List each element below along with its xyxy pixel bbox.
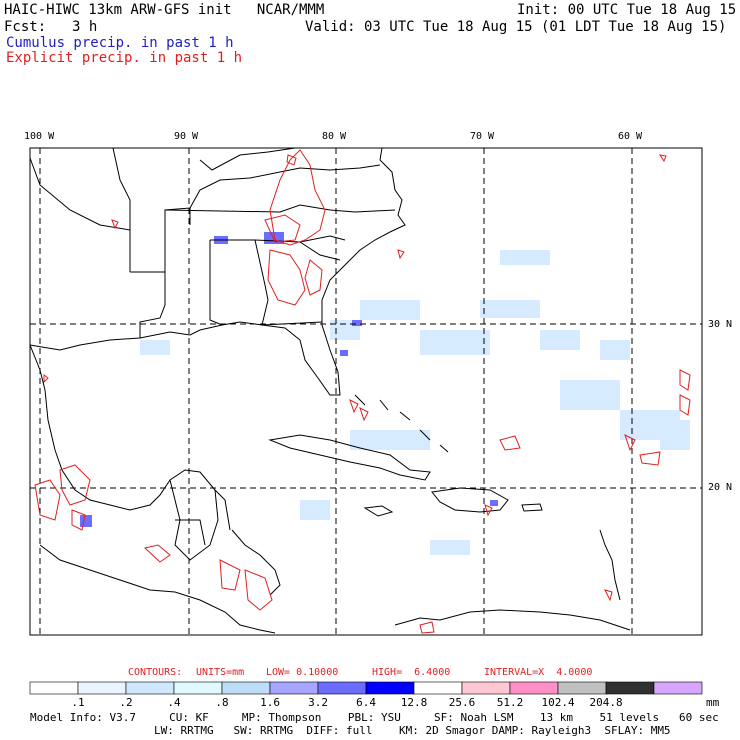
colorbar-label: 204.8 [589,696,623,709]
colorbar-label: .4 [167,696,181,709]
colorbar-swatch [77,681,127,695]
map-title: HAIC-HIWC 13km ARW-GFS init NCAR/MMM [4,2,325,18]
lon-label-60w: 60 W [618,131,643,142]
coastlines [29,147,631,634]
explicit-precip-contours [34,149,691,634]
colorbar-swatch [365,681,415,695]
colorbar-swatch [557,681,607,695]
contours-units: UNITS=mm [196,667,245,678]
colorbar-swatch [509,681,559,695]
colorbar-swatch [221,681,271,695]
model-info-line1: Model Info: V3.7 CU: KF MP: Thompson PBL… [30,711,719,724]
lon-label-90w: 90 W [174,131,199,142]
contours-high: HIGH= 6.4000 [372,667,451,678]
colorbar-swatch [461,681,511,695]
map-frame [29,147,703,636]
colorbar [29,681,703,695]
colorbar-label: 1.6 [260,696,280,709]
colorbar-swatch [269,681,319,695]
colorbar-label: 25.6 [448,696,476,709]
colorbar-swatch [29,681,79,695]
colorbar-label: 12.8 [400,696,428,709]
valid-time: Valid: 03 UTC Tue 18 Aug 15 (01 LDT Tue … [305,19,727,35]
lon-label-80w: 80 W [322,131,347,142]
colorbar-label: .8 [215,696,229,709]
contours-interval: INTERVAL=X 4.0000 [484,667,593,678]
colorbar-label: 6.4 [356,696,376,709]
colorbar-label: 102.4 [541,696,575,709]
lat-label-20n: 20 N [708,482,733,493]
lat-label-30n: 30 N [708,319,733,330]
lat-lon-grid [30,148,702,635]
contours-low: LOW= 0.10000 [266,667,339,678]
colorbar-swatch [173,681,223,695]
colorbar-swatch [125,681,175,695]
model-info-line2: LW: RRTMG SW: RRTMG DIFF: full KM: 2D Sm… [154,724,671,737]
colorbar-swatch [605,681,655,695]
cumulus-legend: Cumulus precip. in past 1 h [6,35,234,51]
forecast-label: Fcst: [4,19,47,35]
colorbar-label: .2 [119,696,133,709]
cumulus-precip-field [140,250,690,555]
colorbar-label: 51.2 [496,696,524,709]
cumulus-intense-cells [80,232,498,527]
colorbar-label: 3.2 [308,696,328,709]
lon-label-100w: 100 W [24,131,55,142]
colorbar-label: .1 [71,696,85,709]
colorbar-swatch [317,681,367,695]
init-time: Init: 00 UTC Tue 18 Aug 15 [517,2,737,18]
colorbar-swatch [413,681,463,695]
explicit-legend: Explicit precip. in past 1 h [6,50,243,66]
contours-label: CONTOURS: [128,667,183,678]
forecast-hour: 3 h [72,19,98,35]
colorbar-swatch [653,681,703,695]
lon-label-70w: 70 W [470,131,495,142]
colorbar-units: mm [706,696,720,709]
